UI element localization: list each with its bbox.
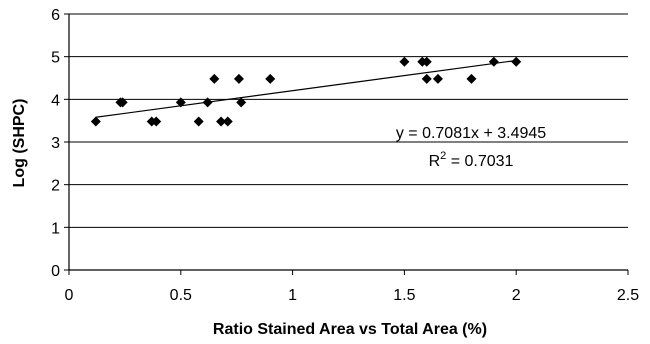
tick-labels: 0 1 2 3 4 5 6 0 0.5 1 1.5 2 2.5 [51,7,639,304]
data-point-5 [175,97,186,108]
data-points [90,56,522,127]
data-point-19 [466,73,477,84]
data-point-18 [432,73,443,84]
data-point-0 [90,116,101,127]
y-tick-label-3: 3 [51,135,60,152]
data-point-20 [488,56,499,67]
data-point-21 [511,56,522,67]
y-tick-label-6: 6 [51,7,60,24]
data-point-2 [117,97,128,108]
data-point-10 [222,116,233,127]
trendline [95,59,517,118]
x-tick-label-4: 2 [512,287,521,304]
r-squared-value: = 0.7031 [446,153,513,170]
y-tick-label-1: 1 [51,220,60,237]
data-point-13 [265,73,276,84]
gridlines [69,13,628,228]
x-tick-label-1: 0.5 [170,287,192,304]
x-tick-label-5: 2.5 [617,287,639,304]
data-point-7 [202,97,213,108]
x-tick-label-2: 1 [288,287,297,304]
x-tick-label-3: 1.5 [393,287,415,304]
y-tick-label-0: 0 [51,263,60,280]
data-point-6 [193,116,204,127]
x-tick-label-0: 0 [65,287,74,304]
data-point-16 [421,56,432,67]
r-squared-superscript: 2 [440,150,446,162]
data-point-9 [216,116,227,127]
y-tick-label-2: 2 [51,178,60,195]
y-tick-label-5: 5 [51,50,60,67]
data-point-14 [399,56,410,67]
data-point-4 [151,116,162,127]
y-axis-title: Log (SHPC) [11,99,28,188]
tick-marks [64,13,629,275]
data-point-8 [209,73,220,84]
data-point-17 [421,73,432,84]
data-point-12 [236,97,247,108]
x-axis-title: Ratio Stained Area vs Total Area (%) [213,321,487,338]
y-tick-label-4: 4 [51,92,60,109]
data-point-11 [233,73,244,84]
r-squared-label: R2 = 0.7031 [429,150,514,170]
trendline-equation: y = 0.7081x + 3.4945 [396,125,546,142]
r-squared-prefix: R [429,153,441,170]
